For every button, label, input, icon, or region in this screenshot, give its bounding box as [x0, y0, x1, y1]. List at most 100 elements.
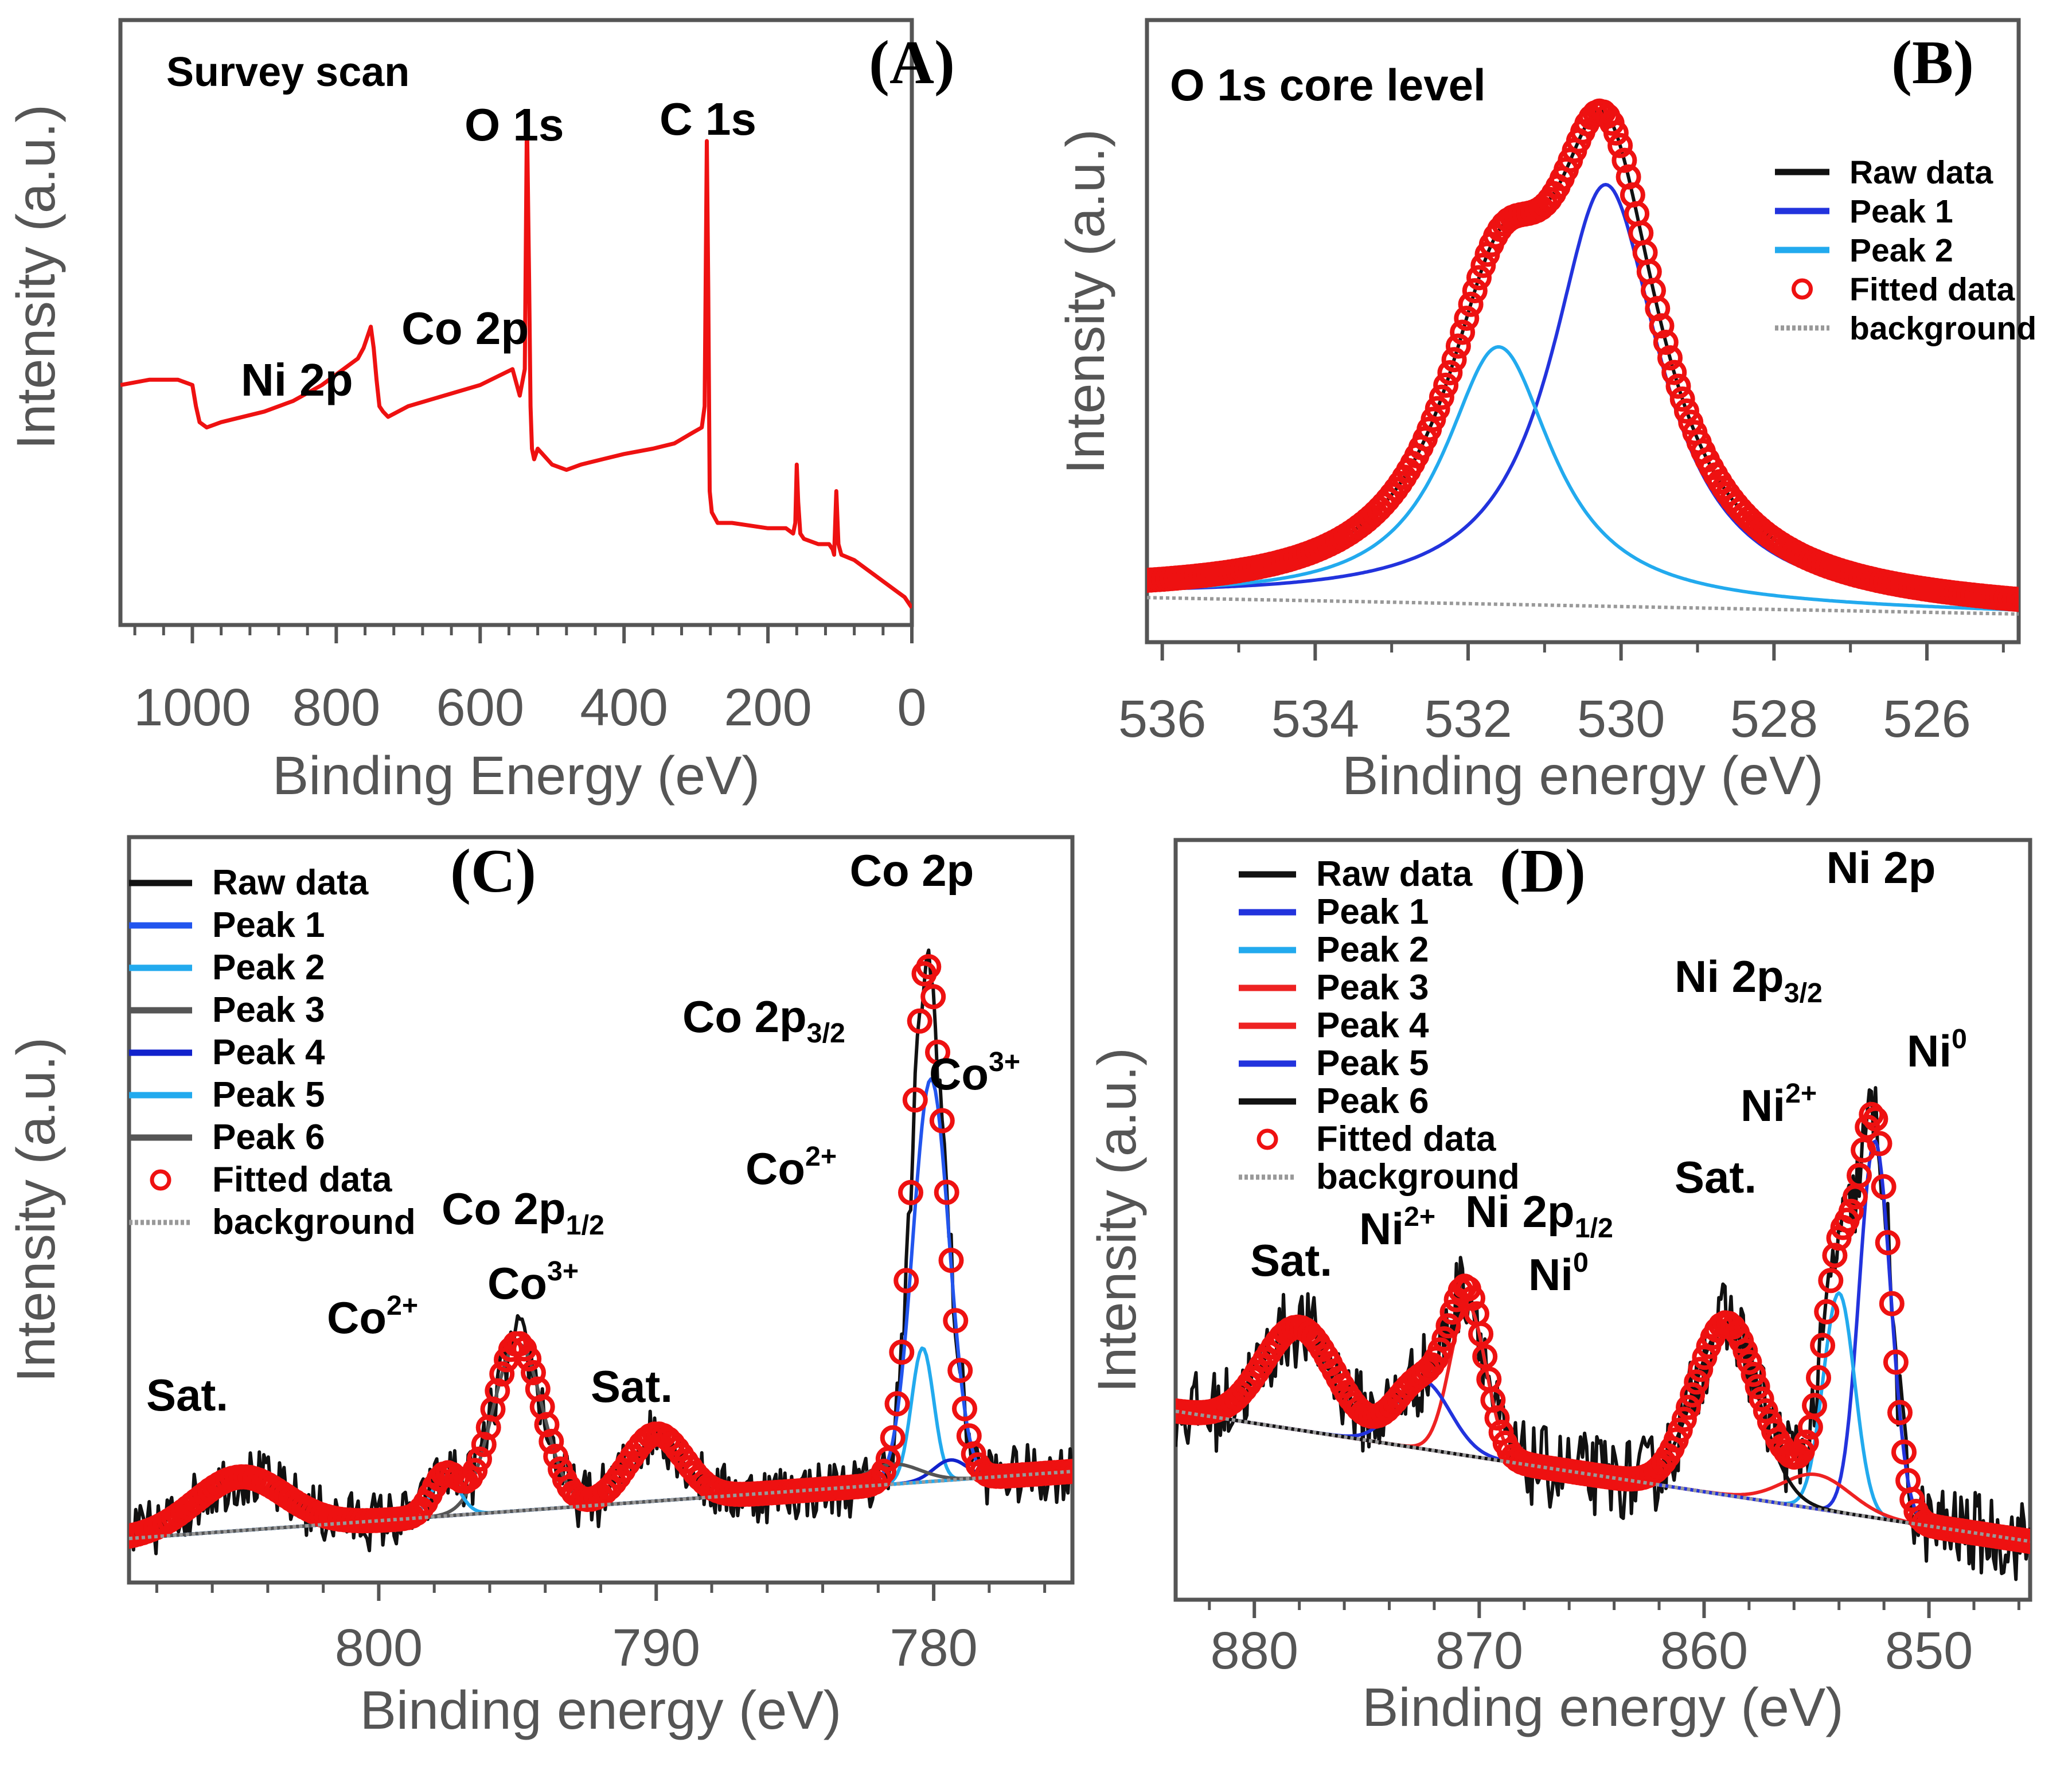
- fitted-data-point: [1879, 1291, 1905, 1316]
- fitted-data-point: [467, 1446, 492, 1472]
- fitted-data-point: [1653, 330, 1679, 355]
- fitted-data-point: [1450, 319, 1476, 345]
- fitted-data-point: [893, 1268, 919, 1294]
- x-tick-label: 536: [1118, 690, 1207, 748]
- fitted-data-point: [1676, 1394, 1701, 1420]
- fitted-data-point: [938, 1248, 964, 1273]
- fitted-data-point: [880, 1425, 906, 1451]
- x-tick-label: 880: [1210, 1622, 1298, 1680]
- plot-frame: [1173, 838, 2032, 1602]
- fitted-data-point: [1745, 1374, 1770, 1400]
- fitted-data-point: [952, 1396, 977, 1421]
- peak-annotation: Co 2p1/2: [442, 1183, 604, 1241]
- fitted-data-point: [934, 1179, 959, 1205]
- annotation-superscript: 2+: [1404, 1201, 1435, 1232]
- x-tick-label: 860: [1660, 1622, 1749, 1680]
- annotation-superscript: 0: [1952, 1023, 1967, 1054]
- legend-label: Raw data: [1316, 854, 1473, 894]
- fitted-data-point: [943, 1308, 969, 1334]
- annotation-text: Sat.: [1250, 1235, 1332, 1286]
- fitted-data-point: [1674, 398, 1699, 424]
- peak-annotation: Ni 2p3/2: [1675, 951, 1823, 1009]
- fitted-data-point: [1427, 1337, 1453, 1363]
- fitted-data-point: [1732, 1338, 1758, 1363]
- annotation-subscript: 1/2: [1575, 1213, 1613, 1244]
- peak-annotation: Co3+: [929, 1046, 1020, 1099]
- fitted-data-point: [1688, 1357, 1714, 1382]
- annotation-text: Sat.: [1675, 1152, 1757, 1202]
- x-tick-label: 530: [1577, 690, 1665, 748]
- x-tick-label: 532: [1424, 690, 1512, 748]
- fitted-data-point: [489, 1361, 515, 1387]
- plot-area: [1176, 1086, 2030, 1581]
- peak-annotation: Sat.: [1675, 1152, 1757, 1202]
- fitted-data-point: [534, 1412, 560, 1437]
- panel-2: 800 790 780 Binding energy (eV) Intensity (a…: [6, 835, 1075, 1741]
- annotation-text: O 1s: [465, 99, 564, 150]
- fitted-data-point: [947, 1358, 973, 1384]
- legend-label: Peak 4: [1316, 1006, 1429, 1045]
- x-tick-label: 0: [897, 678, 926, 737]
- annotation-text: Co: [929, 1049, 989, 1099]
- legend-label: Peak 2: [1849, 232, 1953, 269]
- x-tick-label: 600: [436, 678, 525, 737]
- panel-letter: (C): [450, 837, 536, 905]
- y-axis-label: Intensity (a.u.): [1055, 129, 1116, 474]
- fitted-data-point: [1437, 360, 1463, 385]
- chart-title: Survey scan: [166, 49, 409, 95]
- fitted-data-point: [1749, 1386, 1774, 1412]
- annotation-text: Co 2p: [682, 991, 807, 1042]
- fitted-data-point: [1818, 1268, 1844, 1294]
- legend-label: Peak 4: [212, 1033, 325, 1072]
- x-tick-label: 200: [724, 678, 812, 737]
- peak-annotation: Co3+: [487, 1256, 579, 1308]
- panel-letter: (B): [1891, 29, 1974, 97]
- fitted-data-point: [1737, 1349, 1762, 1375]
- annotation-subscript: 1/2: [566, 1210, 604, 1241]
- plot-area: [129, 948, 1072, 1556]
- fitted-data-point: [884, 1391, 910, 1417]
- x-axis-label: Binding energy (eV): [360, 1680, 842, 1741]
- fitted-data-point: [1472, 1343, 1498, 1369]
- fitted-data-point: [1863, 1106, 1888, 1132]
- x-tick-label: 528: [1730, 690, 1819, 748]
- fitted-data-point: [1460, 1286, 1485, 1311]
- fitted-data-point: [1433, 372, 1459, 398]
- annotation-superscript: 0: [1573, 1247, 1589, 1278]
- fitted-data-point: [1657, 345, 1683, 371]
- fitted-data-point: [1814, 1299, 1840, 1325]
- peak-annotation: Co 2p3/2: [682, 991, 845, 1049]
- panel-letter: (D): [1500, 837, 1586, 905]
- legend-label: Peak 6: [1316, 1081, 1429, 1121]
- fitted-data-point: [1429, 384, 1454, 410]
- peak-annotation: Co2+: [327, 1290, 418, 1343]
- fitted-data-point: [1445, 333, 1471, 359]
- fitted-data-point: [929, 1108, 955, 1134]
- annotation-superscript: 2+: [1785, 1078, 1817, 1109]
- annotation-text: Ni: [1528, 1249, 1573, 1300]
- fitted-data-point: [1669, 386, 1695, 412]
- annotation-text: Ni: [1907, 1026, 1952, 1076]
- annotation-text: Ni 2p: [241, 354, 353, 405]
- fitted-data-point: [1871, 1174, 1897, 1200]
- plot-frame: [1145, 18, 2021, 644]
- x-tick-label: 534: [1271, 690, 1360, 748]
- legend-label: background: [212, 1202, 416, 1242]
- peak-annotation: Ni0: [1528, 1247, 1589, 1300]
- legend-label: background: [1849, 310, 2036, 347]
- x-tick-label: 850: [1885, 1622, 1973, 1680]
- fitted-data-point: [1649, 313, 1675, 339]
- legend-label: Peak 5: [1316, 1044, 1429, 1083]
- annotation-text: Co 2p: [442, 1183, 566, 1234]
- x-tick-label: 1000: [134, 678, 251, 737]
- fitted-data-point: [1671, 1406, 1697, 1432]
- series-background: [1176, 1409, 2030, 1544]
- fitted-data-point: [1859, 1101, 1884, 1127]
- peak-annotation: Ni0: [1907, 1023, 1967, 1076]
- y-axis-label: Intensity (a.u.): [6, 104, 67, 450]
- peak-annotation: Ni2+: [1741, 1078, 1817, 1131]
- fitted-data-point: [1468, 1321, 1494, 1347]
- fitted-data-point: [543, 1444, 569, 1469]
- x-axis-label: Binding energy (eV): [1362, 1677, 1844, 1738]
- legend-marker: [1257, 1128, 1278, 1150]
